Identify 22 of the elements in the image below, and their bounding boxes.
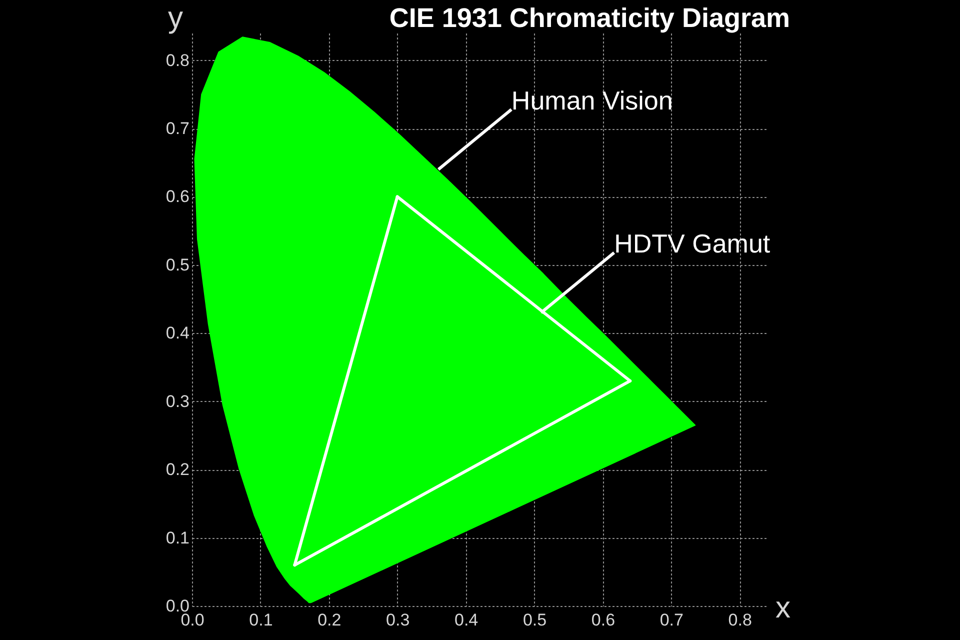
y-tick-label: 0.5 xyxy=(166,255,190,274)
y-tick-label: 0.1 xyxy=(166,528,190,548)
y-tick-label: 0.2 xyxy=(166,460,190,480)
x-tick-label: 0.5 xyxy=(522,610,547,630)
y-tick-label: 0.4 xyxy=(166,324,190,343)
x-tick-label: 0.1 xyxy=(249,610,273,630)
x-tick-label: 0.2 xyxy=(318,610,342,630)
x-tick-label: 0.6 xyxy=(591,610,616,630)
annotation: HDTV Gamut xyxy=(614,228,771,259)
x-axis-title: x xyxy=(776,592,790,624)
annotation: Human Vision xyxy=(511,85,673,116)
y-tick-label: 0.7 xyxy=(166,119,190,138)
y-axis-title: y xyxy=(168,2,183,34)
chart-title: CIE 1931 Chromaticity Diagram xyxy=(389,3,790,33)
x-tick-label: 0.7 xyxy=(660,610,684,630)
x-tick-label: 0.8 xyxy=(728,610,752,630)
y-tick-label: 0.6 xyxy=(166,187,190,206)
x-tick-label: 0.3 xyxy=(386,610,410,630)
x-tick-label: 0.0 xyxy=(180,610,204,630)
y-tick-label: 0.3 xyxy=(166,392,190,411)
x-tick-label: 0.4 xyxy=(454,610,478,630)
y-tick-label: 0.8 xyxy=(166,50,190,70)
